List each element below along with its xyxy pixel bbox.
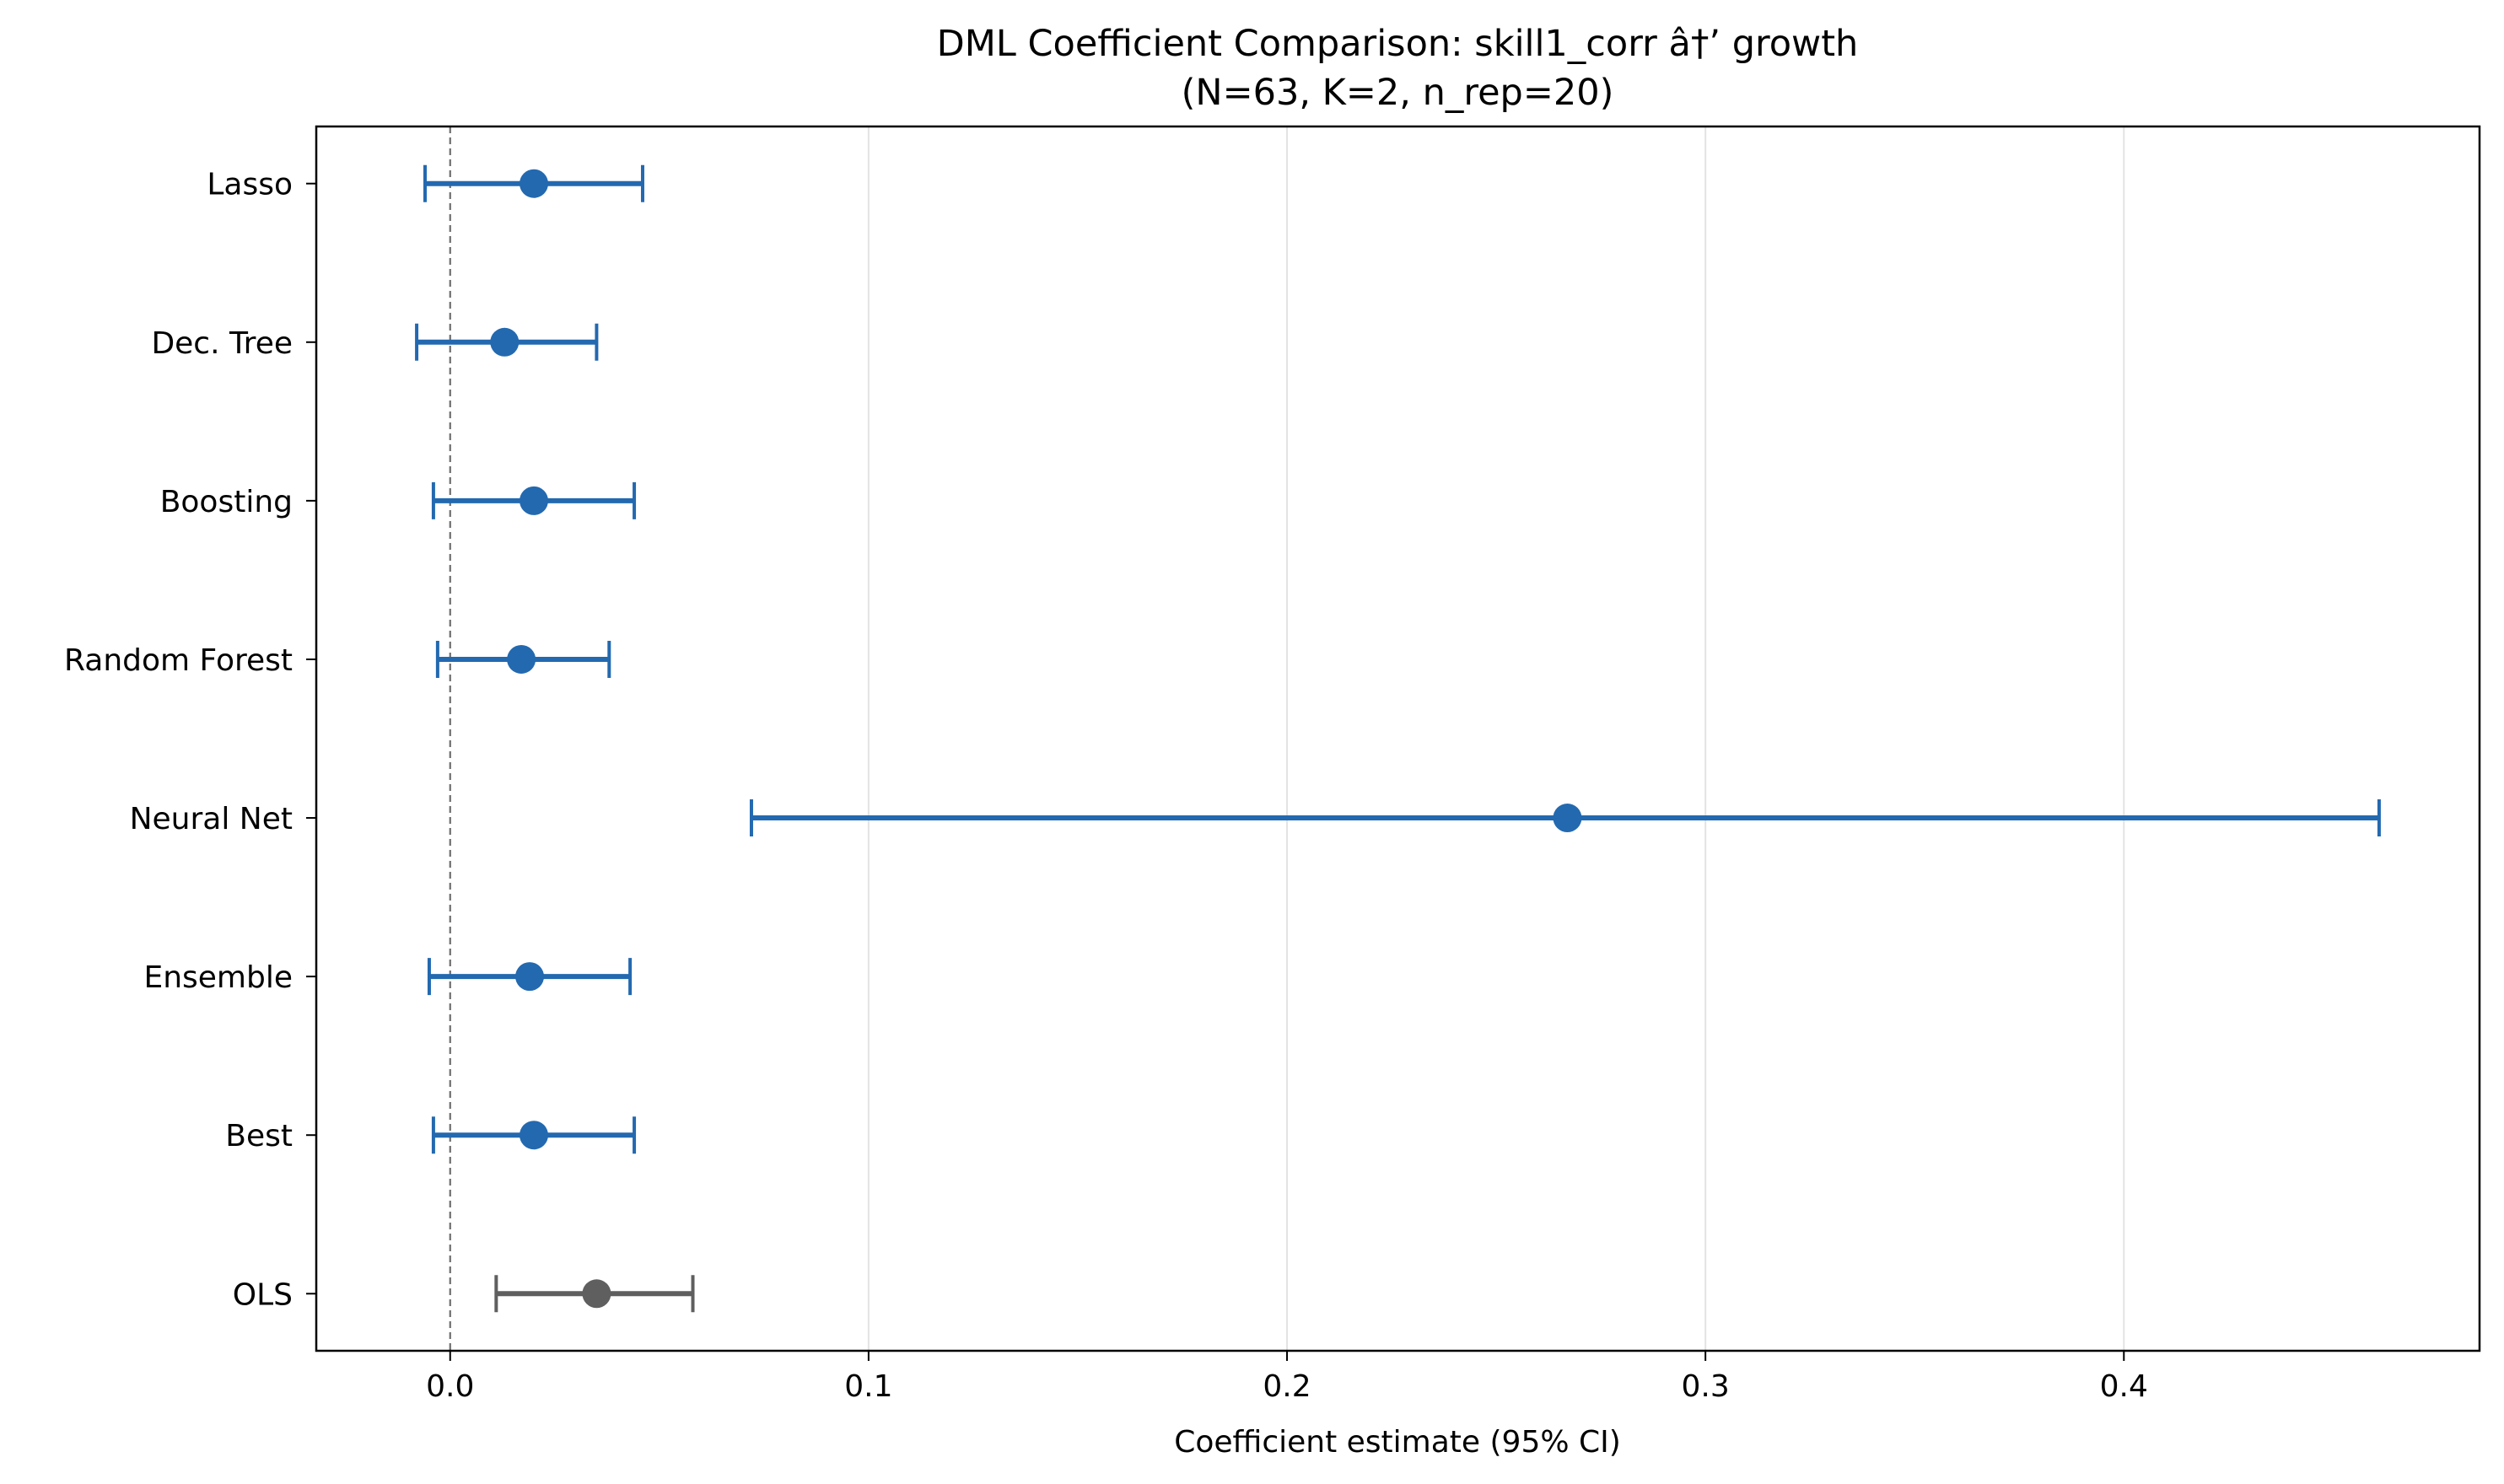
estimate-point (519, 169, 548, 198)
chart-title: DML Coefficient Comparison: skill1_corr … (937, 23, 1859, 65)
estimate-point (507, 644, 536, 674)
y-tick-label: Ensemble (143, 960, 293, 995)
x-axis: 0.0 0.1 0.2 0.3 0.4 (426, 1351, 2148, 1404)
estimate-point (519, 486, 548, 515)
y-axis: Lasso Dec. Tree Boosting Random Forest Neura… (64, 168, 316, 1312)
plot-frame (315, 125, 2481, 1352)
y-tick-label: Random Forest (64, 643, 293, 678)
y-tick-label: Lasso (207, 168, 293, 202)
x-tick-label: 0.4 (2100, 1369, 2148, 1404)
estimate-point (515, 962, 545, 992)
estimate-point (582, 1279, 611, 1309)
estimate-point (1553, 804, 1582, 833)
grid-lines (867, 126, 2125, 1351)
y-tick-label: Dec. Tree (151, 326, 293, 361)
y-tick-label: Best (225, 1119, 293, 1153)
y-tick-label: OLS (233, 1277, 293, 1312)
estimate-point (519, 1121, 548, 1150)
x-tick-label: 0.3 (1682, 1369, 1730, 1404)
x-tick-label: 0.2 (1263, 1369, 1311, 1404)
chart-subtitle: (N=63, K=2, n_rep=20) (1182, 72, 1614, 114)
y-tick-label: Boosting (160, 485, 293, 519)
x-axis-label: Coefficient estimate (95% CI) (1174, 1425, 1621, 1460)
x-tick-label: 0.0 (426, 1369, 474, 1404)
x-tick-label: 0.1 (844, 1369, 892, 1404)
y-tick-label: Neural Net (130, 802, 293, 836)
estimate-point (490, 327, 520, 357)
error-bars (415, 164, 2381, 1313)
